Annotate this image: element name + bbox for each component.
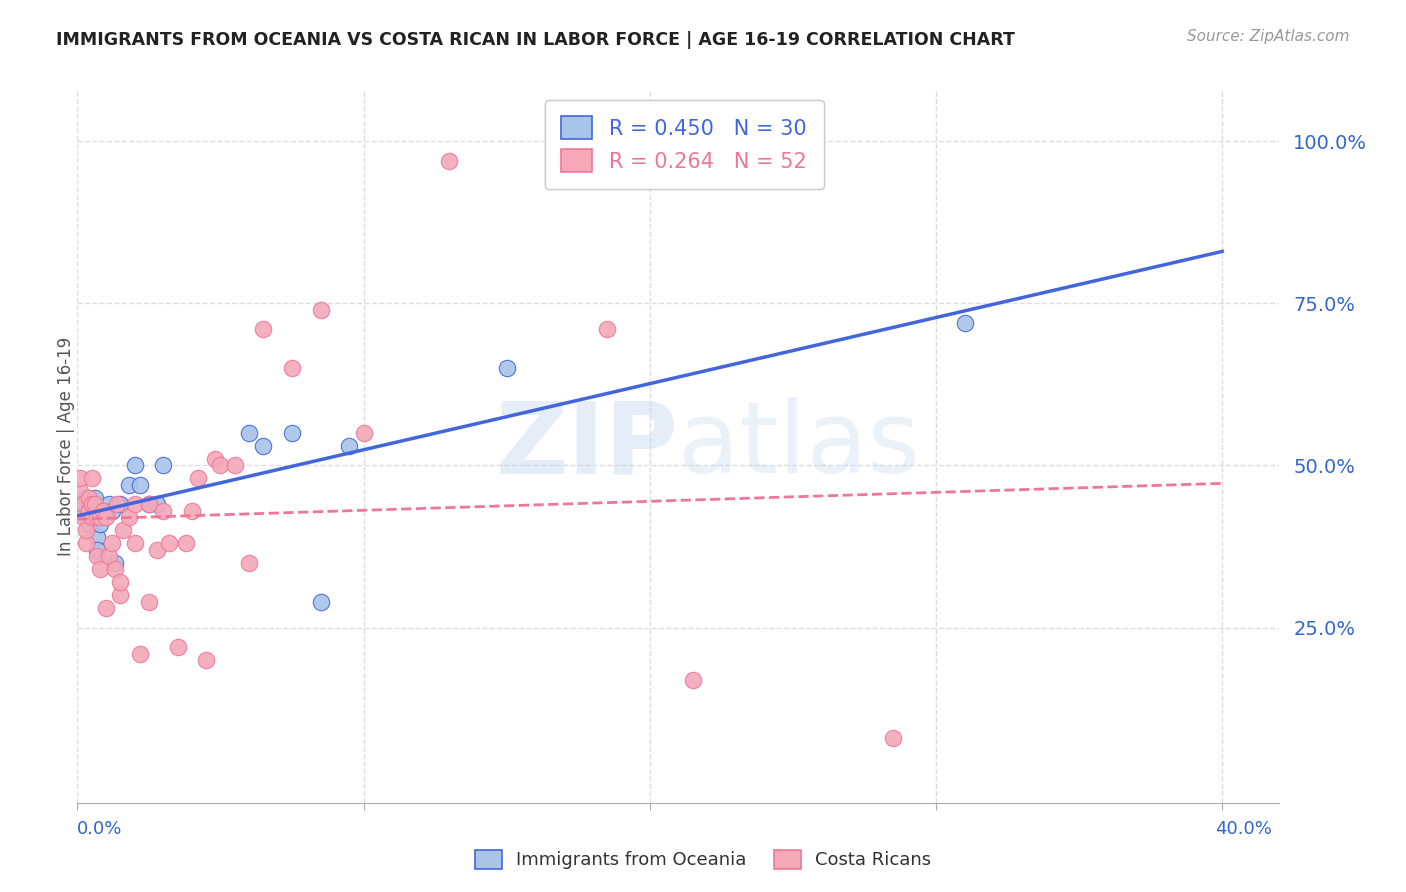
Point (94, 510, 117, 524)
Y-axis label: In Labor Force | Age 16-19: In Labor Force | Age 16-19 (58, 336, 75, 556)
Point (91, 504, 114, 518)
Text: IMMIGRANTS FROM OCEANIA VS COSTA RICAN IN LABOR FORCE | AGE 16-19 CORRELATION CH: IMMIGRANTS FROM OCEANIA VS COSTA RICAN I… (56, 31, 1015, 49)
Point (110, 497, 132, 511)
Point (94, 504, 117, 518)
Point (89, 516, 111, 531)
Point (97, 549, 120, 564)
Point (83, 491, 105, 505)
Point (77, 491, 100, 505)
Point (146, 542, 169, 557)
Point (83, 497, 105, 511)
Point (86, 510, 108, 524)
Point (80, 497, 103, 511)
Point (69, 471, 91, 485)
Point (281, 425, 304, 440)
Point (69, 484, 91, 499)
Point (238, 556, 260, 570)
Point (252, 322, 274, 336)
Point (953, 316, 976, 330)
Point (238, 425, 260, 440)
Point (124, 458, 146, 473)
Point (180, 504, 202, 518)
Point (80, 471, 103, 485)
Text: 40.0%: 40.0% (1216, 820, 1272, 838)
Point (157, 536, 180, 550)
Point (86, 549, 108, 564)
Point (682, 673, 704, 687)
Legend: R = 0.450   N = 30, R = 0.264   N = 52: R = 0.450 N = 30, R = 0.264 N = 52 (544, 100, 824, 189)
Point (129, 647, 152, 661)
Point (596, 322, 619, 336)
Point (75, 536, 97, 550)
Point (86, 530, 108, 544)
Text: ZIP: ZIP (495, 398, 679, 494)
Point (110, 575, 132, 590)
Point (439, 153, 461, 168)
Point (353, 425, 375, 440)
Point (89, 562, 111, 576)
Point (166, 640, 188, 654)
Point (337, 439, 360, 453)
Point (112, 524, 135, 538)
Point (91, 504, 114, 518)
Point (204, 452, 226, 467)
Point (77, 516, 100, 531)
Point (80, 510, 103, 524)
Point (209, 458, 232, 473)
Point (100, 504, 122, 518)
Point (146, 497, 169, 511)
Point (495, 361, 517, 376)
Point (89, 510, 111, 524)
Point (75, 491, 97, 505)
Point (174, 536, 197, 550)
Text: Source: ZipAtlas.com: Source: ZipAtlas.com (1187, 29, 1350, 44)
Point (80, 497, 103, 511)
Point (103, 562, 125, 576)
Legend: Immigrants from Oceania, Costa Ricans: Immigrants from Oceania, Costa Ricans (465, 841, 941, 879)
Point (309, 595, 332, 609)
Point (882, 731, 904, 745)
Point (75, 524, 97, 538)
Point (77, 497, 100, 511)
Point (252, 439, 274, 453)
Point (75, 504, 97, 518)
Text: atlas: atlas (679, 398, 920, 494)
Point (138, 497, 160, 511)
Text: 0.0%: 0.0% (77, 820, 122, 838)
Point (94, 601, 117, 615)
Point (138, 595, 160, 609)
Point (187, 471, 209, 485)
Point (118, 478, 141, 492)
Point (281, 361, 304, 376)
Point (80, 510, 103, 524)
Point (83, 504, 105, 518)
Point (107, 497, 129, 511)
Point (72, 497, 94, 511)
Point (138, 497, 160, 511)
Point (72, 510, 94, 524)
Point (77, 504, 100, 518)
Point (97, 497, 120, 511)
Point (129, 478, 152, 492)
Point (100, 536, 122, 550)
Point (86, 542, 108, 557)
Point (152, 458, 174, 473)
Point (110, 588, 132, 602)
Point (152, 504, 174, 518)
Point (124, 497, 146, 511)
Point (103, 556, 125, 570)
Point (195, 653, 218, 667)
Point (118, 510, 141, 524)
Point (309, 302, 332, 317)
Point (124, 536, 146, 550)
Point (224, 458, 246, 473)
